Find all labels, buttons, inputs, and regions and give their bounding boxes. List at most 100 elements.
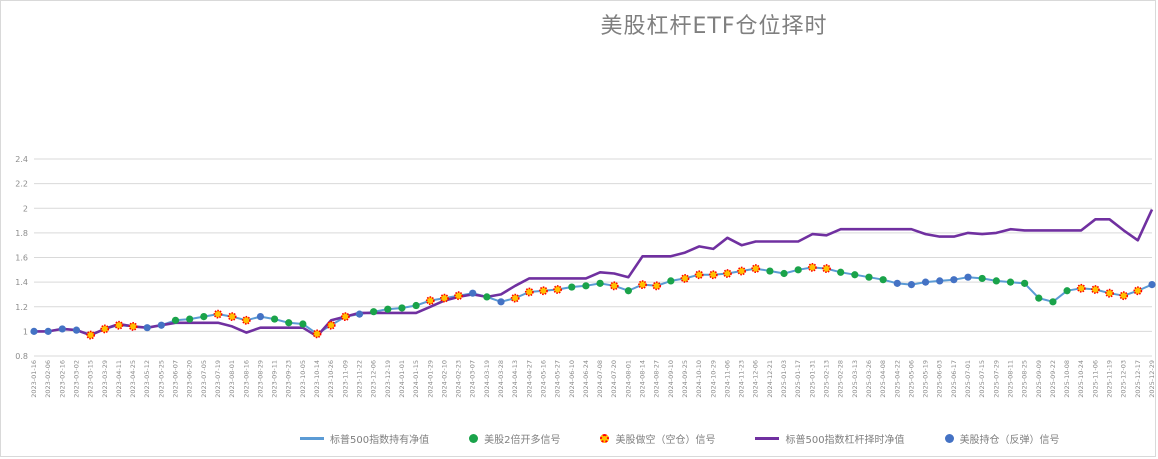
x-tick-label: 2024-02-10 (440, 360, 448, 398)
signal-point-long (370, 308, 378, 316)
x-tick-label: 2023-08-16 (242, 360, 250, 398)
x-tick-label: 2024-03-28 (497, 360, 505, 398)
signal-point-long (1006, 278, 1015, 286)
signal-point-hold (907, 280, 916, 289)
signal-point-short (312, 329, 322, 339)
x-tick-label: 2023-02-16 (58, 360, 66, 398)
x-tick-label: 2024-01-01 (398, 360, 406, 398)
signal-point-short (680, 274, 690, 283)
y-tick-label: 2.2 (15, 180, 28, 189)
x-tick-label: 2024-07-20 (610, 360, 618, 398)
legend-swatch-timing (755, 437, 780, 440)
x-tick-label: 2024-12-21 (766, 360, 774, 398)
x-tick-label: 2025-03-13 (851, 360, 859, 398)
signal-point-short (86, 330, 96, 340)
x-tick-label: 2025-09-22 (1049, 360, 1057, 398)
x-tick-label: 2025-04-08 (879, 360, 887, 398)
signal-point-long (667, 277, 675, 285)
x-tick-label: 2025-06-17 (950, 360, 958, 398)
x-axis-ticks: 2023-01-16 2023-02-06 2023-02-16 2023-03-02… (30, 360, 1156, 398)
signal-point-hold (936, 277, 944, 285)
signal-point-long (1063, 287, 1071, 295)
y-tick-label: 2.4 (15, 155, 28, 164)
x-tick-label: 2023-08-01 (228, 360, 236, 398)
x-tick-label: 2024-10-10 (695, 360, 703, 398)
signal-point-long (978, 274, 986, 283)
signal-point-short (723, 269, 732, 278)
x-tick-label: 2023-12-06 (370, 360, 378, 398)
signal-point-long (780, 269, 788, 278)
x-tick-label: 2023-06-20 (186, 360, 194, 398)
legend-label-long: 美股2倍开多信号 (484, 435, 561, 446)
x-tick-label: 2023-05-25 (157, 360, 165, 398)
signal-point-short (539, 286, 548, 296)
x-tick-label: 2025-03-26 (865, 360, 873, 398)
x-tick-label: 2025-01-03 (780, 360, 788, 398)
x-tick-label: 2024-06-10 (568, 360, 576, 398)
signal-point-hold (1148, 280, 1156, 289)
signal-point-hold (964, 273, 972, 281)
x-tick-label: 2023-10-14 (313, 360, 321, 398)
x-tick-label: 2024-07-08 (596, 360, 604, 398)
y-tick-label: 2 (23, 204, 28, 213)
signal-point-long (766, 267, 774, 275)
x-tick-label: 2023-01-16 (30, 360, 38, 398)
legend-swatch-long (469, 434, 479, 443)
signal-point-short (822, 264, 831, 273)
signal-point-long (582, 282, 590, 290)
signal-point-hold (44, 327, 52, 335)
signal-point-short (807, 262, 817, 272)
signal-point-short (652, 281, 662, 291)
x-tick-label: 2024-03-07 (469, 360, 477, 398)
x-tick-label: 2025-09-09 (1035, 360, 1043, 398)
legend-swatch-short (600, 434, 610, 443)
signal-point-short (100, 324, 110, 334)
signal-point-long (483, 293, 491, 301)
x-tick-label: 2023-03-02 (72, 360, 80, 398)
x-tick-label: 2023-09-11 (271, 360, 279, 398)
signal-point-long (200, 313, 208, 321)
signal-point-long (865, 273, 873, 281)
x-tick-label: 2023-12-19 (384, 360, 392, 398)
signal-point-hold (157, 321, 165, 329)
signal-point-long (1035, 294, 1043, 302)
x-tick-label: 2023-02-06 (44, 360, 52, 398)
signal-point-long (270, 315, 279, 323)
y-tick-label: 1 (23, 327, 28, 336)
x-tick-label: 2025-04-22 (893, 360, 901, 398)
x-tick-label: 2024-09-10 (667, 360, 675, 398)
x-tick-label: 2024-11-23 (738, 360, 746, 398)
signal-point-short (454, 291, 463, 301)
x-tick-label: 2023-03-29 (101, 360, 109, 398)
x-tick-label: 2023-09-23 (285, 360, 293, 398)
signal-point-hold (893, 279, 901, 287)
legend-item-short: 美股做空（空仓）信号 (600, 431, 715, 446)
x-tick-label: 2023-11-22 (355, 360, 363, 398)
x-tick-label: 2024-10-29 (709, 360, 717, 398)
signal-point-long (186, 315, 194, 323)
x-tick-label: 2025-11-06 (1091, 360, 1099, 398)
signal-point-long (568, 283, 576, 291)
x-tick-label: 2024-03-19 (483, 360, 491, 398)
x-tick-label: 2025-02-28 (837, 360, 845, 398)
legend-swatch-nav (300, 437, 324, 440)
legend: 标普500指数持有净值 美股2倍开多信号 美股做空（空仓）信号 标普500指数杠… (300, 431, 1148, 446)
signal-point-long (624, 287, 632, 295)
signal-point-long (992, 277, 1000, 285)
gridlines (34, 158, 1152, 357)
y-tick-label: 1.2 (15, 303, 28, 312)
signal-point-short (553, 285, 563, 294)
signal-point-long (596, 279, 604, 287)
signal-point-long (398, 304, 406, 312)
x-tick-label: 2024-06-24 (582, 360, 590, 398)
x-tick-label: 2025-12-29 (1148, 360, 1156, 398)
x-tick-label: 2024-09-25 (681, 360, 689, 398)
x-tick-label: 2023-05-12 (143, 360, 151, 398)
legend-item-long: 美股2倍开多信号 (469, 431, 560, 446)
signal-point-long (412, 301, 420, 310)
legend-label-nav: 标普500指数持有净值 (330, 435, 430, 446)
x-tick-label: 2025-12-03 (1120, 360, 1128, 398)
signal-point-long (299, 320, 307, 328)
signal-point-short (241, 315, 251, 325)
x-tick-label: 2023-04-11 (115, 360, 123, 398)
